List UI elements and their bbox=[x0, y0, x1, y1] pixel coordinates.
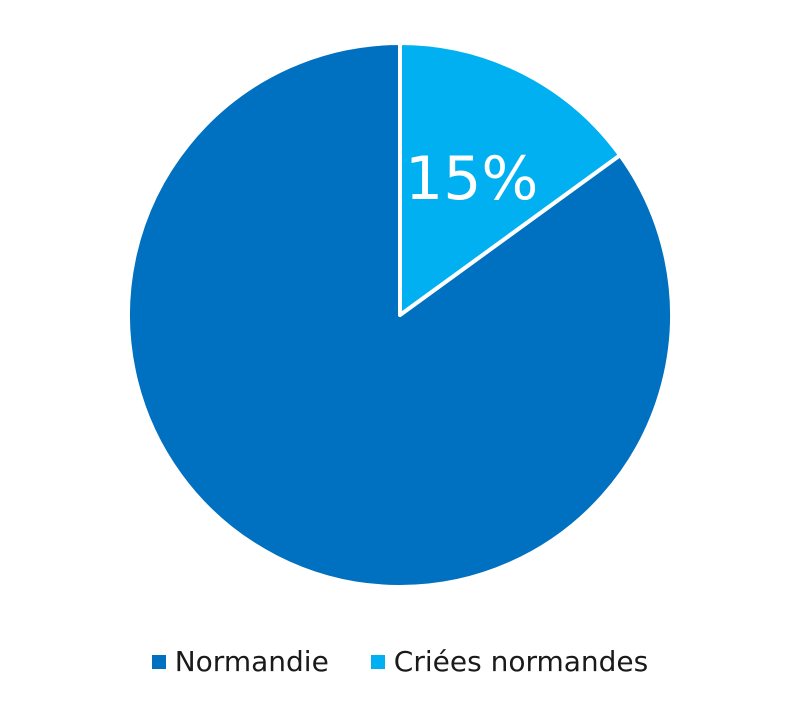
pie-slices bbox=[126, 41, 674, 589]
legend-label: Normandie bbox=[174, 645, 329, 678]
data-label-criées-normandes: 15% bbox=[405, 144, 538, 214]
legend-swatch bbox=[151, 655, 166, 669]
legend-swatch bbox=[370, 655, 385, 669]
legend-item: Criées normandes bbox=[370, 642, 649, 682]
legend-label: Criées normandes bbox=[393, 645, 649, 678]
chart-legend: Normandie Criées normandes bbox=[0, 642, 800, 682]
pie-slice-criées-normandes bbox=[398, 41, 623, 317]
legend-item: Normandie bbox=[151, 642, 329, 682]
pie-labels: 15% bbox=[405, 144, 538, 214]
